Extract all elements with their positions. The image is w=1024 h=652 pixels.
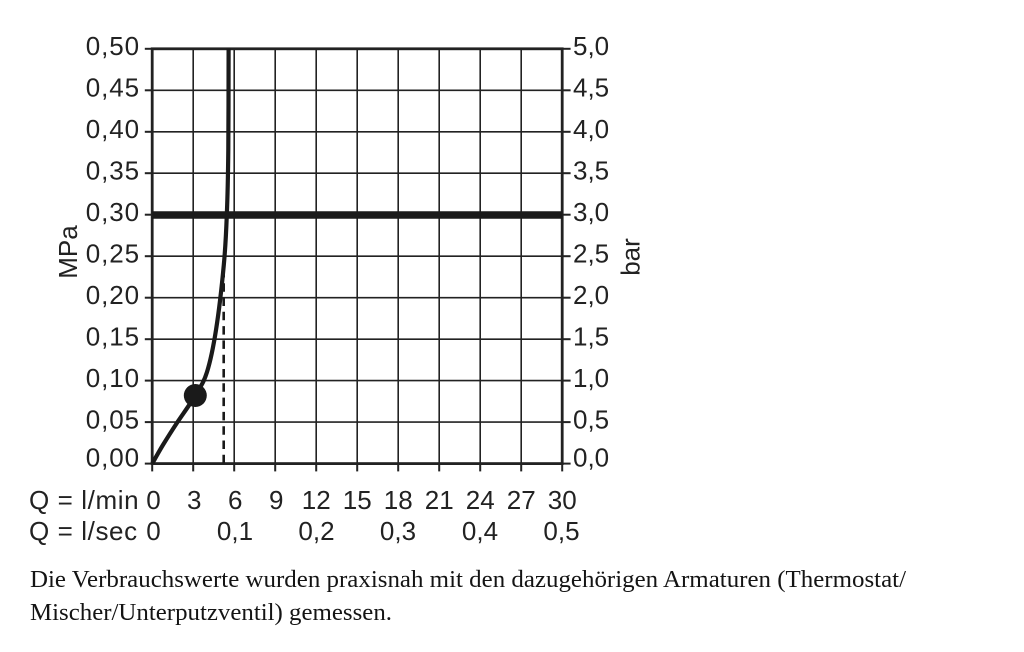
svg-text:21: 21 (425, 485, 454, 515)
svg-text:0,4: 0,4 (462, 516, 498, 546)
svg-text:0,20: 0,20 (86, 280, 140, 310)
svg-text:0,45: 0,45 (86, 73, 140, 103)
svg-text:3,5: 3,5 (573, 155, 609, 185)
svg-text:24: 24 (466, 485, 495, 515)
svg-text:4,0: 4,0 (573, 114, 609, 144)
svg-text:15: 15 (343, 485, 372, 515)
svg-text:4,5: 4,5 (573, 73, 609, 103)
svg-text:0,30: 0,30 (86, 197, 140, 227)
svg-text:18: 18 (384, 485, 413, 515)
svg-text:0,5: 0,5 (543, 516, 579, 546)
svg-text:3,0: 3,0 (573, 197, 609, 227)
svg-text:Q = l/min: Q = l/min (29, 485, 139, 515)
svg-text:3: 3 (187, 485, 201, 515)
svg-text:6: 6 (228, 485, 242, 515)
svg-text:30: 30 (548, 485, 577, 515)
svg-text:MPa: MPa (53, 225, 83, 279)
svg-text:9: 9 (269, 485, 283, 515)
svg-text:0,2: 0,2 (298, 516, 334, 546)
svg-text:5,0: 5,0 (573, 31, 609, 61)
svg-text:0,1: 0,1 (217, 516, 253, 546)
svg-text:0,40: 0,40 (86, 114, 140, 144)
svg-text:0,05: 0,05 (86, 404, 140, 434)
svg-text:2,0: 2,0 (573, 280, 609, 310)
svg-text:0: 0 (146, 516, 160, 546)
svg-text:0,35: 0,35 (86, 155, 140, 185)
svg-text:0: 0 (146, 485, 160, 515)
svg-text:Die Verbrauchswerte wurden pra: Die Verbrauchswerte wurden praxisnah mit… (30, 566, 906, 593)
svg-text:0,50: 0,50 (86, 31, 140, 61)
svg-text:0,25: 0,25 (86, 238, 140, 268)
svg-text:bar: bar (616, 238, 646, 276)
svg-text:1,5: 1,5 (573, 321, 609, 351)
svg-text:2,5: 2,5 (573, 238, 609, 268)
svg-text:0,10: 0,10 (86, 363, 140, 393)
svg-text:0,00: 0,00 (86, 443, 140, 473)
svg-text:27: 27 (507, 485, 536, 515)
svg-text:Mischer/Unterputzventil) gemes: Mischer/Unterputzventil) gemessen. (30, 599, 392, 626)
svg-text:Q = l/sec: Q = l/sec (29, 516, 138, 546)
svg-text:0,15: 0,15 (86, 321, 140, 351)
svg-text:12: 12 (302, 485, 331, 515)
svg-text:0,3: 0,3 (380, 516, 416, 546)
svg-text:0,0: 0,0 (573, 443, 609, 473)
svg-text:1,0: 1,0 (573, 363, 609, 393)
svg-text:0,5: 0,5 (573, 404, 609, 434)
